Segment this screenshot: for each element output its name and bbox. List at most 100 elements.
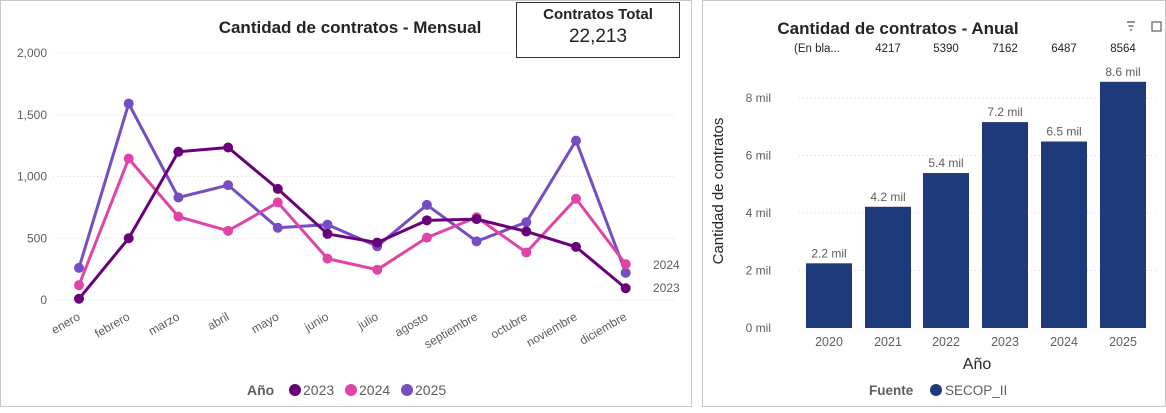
card-label: Contratos Total [543,6,653,23]
end-label-2023: 2023 [653,281,680,295]
monthly-line-chart: Cantidad de contratos - Mensual 0 500 1,000… [17,18,680,398]
data-point-2023[interactable] [372,237,383,248]
x-tick-label: agosto [392,309,430,339]
table-cell: 4217 [875,43,901,55]
y-tick-label: 500 [27,231,47,245]
data-point-2023[interactable] [74,293,84,304]
annual-chart-panel: Cantidad de contratos - Anual (En bla... 4… [702,0,1166,407]
data-point-2023[interactable] [421,215,432,226]
data-point-2024[interactable] [421,232,432,243]
data-point-2024[interactable] [123,153,134,164]
x-tick-label: abril [205,309,232,332]
data-point-2025[interactable] [571,135,581,146]
data-point-2023[interactable] [521,226,532,237]
bar-2024[interactable] [1041,141,1087,328]
data-point-2024[interactable] [620,259,631,270]
data-point-2024[interactable] [521,247,532,258]
data-point-2025[interactable] [74,262,84,273]
x-tick-label: julio [354,309,381,332]
table-cell: 7162 [992,43,1018,55]
x-tick-label: enero [49,309,83,337]
annual-bar-chart: Cantidad de contratos - Anual (En bla... 4… [710,19,1162,398]
x-tick-label: 2022 [932,335,960,349]
monthly-chart-panel: Cantidad de contratos - Mensual 0 500 1,000… [0,0,692,407]
data-point-2024[interactable] [372,264,383,275]
table-cell: (En bla... [794,43,840,55]
x-tick-label: diciembre [577,309,629,347]
legend-item-2025[interactable]: 2025 [415,382,446,398]
y-tick-label: 6 mil [746,149,771,163]
x-tick-label: 2021 [874,335,902,349]
data-point-2023[interactable] [322,228,333,239]
y-tick-label: 1,000 [17,170,47,184]
legend-marker[interactable] [345,384,357,396]
data-point-2024[interactable] [223,225,234,236]
data-point-2023[interactable] [620,283,631,294]
bar-2022[interactable] [923,173,969,328]
data-point-2024[interactable] [173,211,184,222]
y-axis-title: Cantidad de contratos [710,118,727,265]
data-point-2023[interactable] [123,233,134,244]
chart-title: Cantidad de contratos - Mensual [219,18,482,37]
bar-2023[interactable] [982,122,1028,328]
y-tick-label: 2 mil [746,264,771,278]
x-tick-label: mayo [249,309,282,336]
y-tick-label: 0 [40,293,47,307]
data-point-2023[interactable] [471,214,482,225]
legend-marker[interactable] [401,384,413,396]
data-point-2025[interactable] [620,267,631,278]
data-point-2023[interactable] [173,146,184,157]
data-label: 5.4 mil [928,156,963,170]
bar-2021[interactable] [865,206,911,328]
data-point-2023[interactable] [571,241,581,252]
x-tick-label: noviembre [524,309,580,349]
series-line-2023 [77,145,627,300]
legend-title: Año [247,382,274,398]
focus-mode-icon[interactable] [1151,21,1162,32]
end-label-2024: 2024 [653,258,680,272]
y-tick-label: 2,000 [17,46,47,60]
total-contracts-card: Contratos Total 22,213 [516,2,680,58]
data-point-2025[interactable] [223,180,234,191]
data-point-2024[interactable] [272,197,283,208]
legend-item-2023[interactable]: 2023 [303,382,334,398]
data-point-2025[interactable] [272,222,283,233]
data-label: 2.2 mil [811,246,846,260]
data-point-2025[interactable] [521,217,532,228]
legend-marker[interactable] [930,384,942,396]
x-tick-label: 2025 [1109,335,1137,349]
data-point-2024[interactable] [571,193,581,204]
data-label: 8.6 mil [1105,65,1140,79]
x-tick-label: febrero [92,309,132,340]
legend-marker[interactable] [289,384,301,396]
data-point-2025[interactable] [322,219,333,230]
data-label: 6.5 mil [1046,124,1081,138]
x-tick-label: 2023 [991,335,1019,349]
x-tick-label: 2024 [1050,335,1078,349]
data-point-2024[interactable] [74,280,84,291]
table-cell: 8564 [1110,43,1136,55]
bar-2020[interactable] [806,263,852,328]
data-point-2025[interactable] [173,192,184,203]
x-tick-label: septiembre [422,309,481,351]
legend-item[interactable]: SECOP_II [945,383,1007,398]
x-tick-label: junio [301,309,331,334]
data-point-2023[interactable] [223,142,234,153]
data-point-2025[interactable] [123,98,134,109]
series-line-2025 [77,102,628,274]
data-point-2025[interactable] [471,236,482,247]
table-cell: 5390 [933,43,959,55]
y-tick-label: 8 mil [746,91,771,105]
data-point-2025[interactable] [421,199,432,210]
series-line-2024 [77,157,627,286]
filter-icon[interactable] [1127,21,1135,31]
data-label: 4.2 mil [870,190,905,204]
data-point-2024[interactable] [322,253,333,264]
x-tick-label: marzo [146,309,182,338]
y-tick-label: 1,500 [17,108,47,122]
bar-2025[interactable] [1100,81,1146,328]
card-value: 22,213 [568,26,628,47]
legend-item-2024[interactable]: 2024 [359,382,390,398]
x-axis-title: Año [963,356,992,373]
data-point-2023[interactable] [272,183,283,194]
